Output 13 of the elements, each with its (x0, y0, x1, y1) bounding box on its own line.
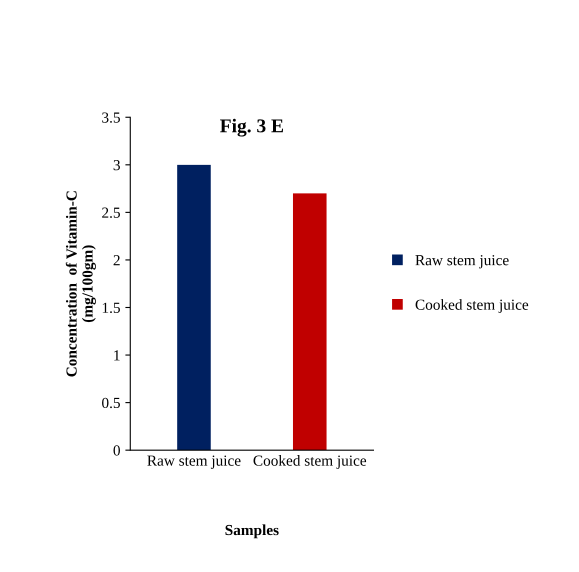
y-tick-label: 1 (114, 350, 120, 360)
y-tick-label: 2 (114, 255, 120, 266)
y-tick-label: 2.5 (102, 208, 120, 218)
y-tick-label: 3.5 (102, 112, 120, 123)
chart-title: Fig. 3 E (220, 118, 284, 137)
y-tick-label: 0.5 (102, 398, 120, 408)
y-tick-label: 3 (114, 160, 120, 170)
legend-label: Cooked stem juice (416, 299, 528, 313)
y-tick-label: 0 (113, 445, 120, 456)
y-axis-title: Concentration of Vitamin-C (mg/100gm) (66, 191, 96, 377)
y-tick-label: 1.5 (102, 302, 120, 314)
legend-label: Raw stem juice (415, 255, 509, 268)
x-axis-title: Samples (226, 524, 279, 538)
